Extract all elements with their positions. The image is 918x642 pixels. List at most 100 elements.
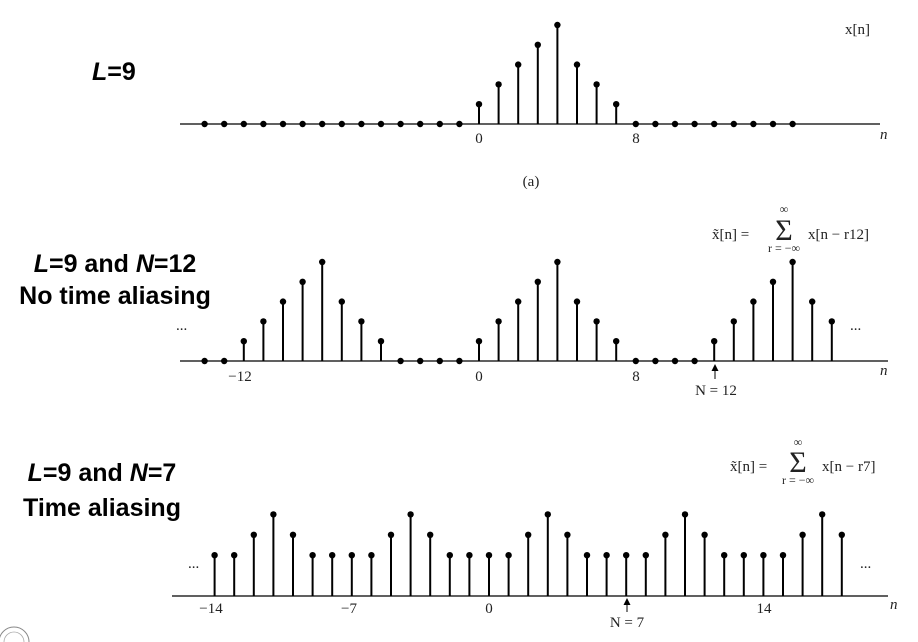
stem-marker — [456, 357, 463, 365]
stem-marker — [642, 552, 649, 559]
stem-marker — [475, 338, 483, 345]
stem-marker — [632, 357, 639, 365]
stem-marker — [819, 511, 826, 518]
stem-marker — [769, 120, 777, 128]
panel-c-formula-term: x[n − r7] — [822, 459, 875, 475]
stem-marker — [711, 120, 718, 128]
stem-marker — [603, 552, 610, 559]
panel-c-stems — [211, 511, 845, 596]
stem-marker — [475, 101, 483, 108]
stem-marker — [240, 120, 247, 128]
stem-marker — [554, 258, 561, 266]
stem-marker — [671, 357, 679, 365]
stem-marker — [691, 120, 698, 128]
panel-b: L=9 and N=12 No time aliasing ... ... −1… — [19, 202, 888, 399]
panel-c-formula-lhs: x̃[n] = — [730, 459, 767, 475]
stem-marker — [466, 552, 473, 559]
stem-marker — [525, 531, 532, 538]
panel-c-period-marker: N = 7 — [610, 598, 645, 631]
panel-a: L=9 0 8 n x[n] (a) — [92, 21, 888, 190]
stem-marker — [456, 120, 463, 128]
stem-marker — [407, 511, 414, 518]
panel-c: L=9 and N=7 Time aliasing ... ... −14 −7… — [23, 435, 897, 631]
stem-marker — [593, 318, 600, 325]
panel-c-period-arrow-head — [623, 598, 631, 605]
panel-c-ellipsis-left: ... — [188, 556, 199, 572]
stem-marker — [721, 552, 728, 559]
panel-b-tick-minus12: −12 — [228, 369, 251, 385]
stem-marker — [231, 552, 238, 559]
panel-a-stems — [201, 21, 796, 128]
panel-c-tick-minus14: −14 — [199, 601, 223, 617]
stem-marker — [436, 357, 443, 365]
panel-c-tick-minus7: −7 — [341, 601, 357, 617]
stem-marker — [387, 531, 395, 538]
stem-marker — [711, 338, 718, 345]
stem-marker — [554, 21, 561, 29]
stem-marker — [260, 120, 267, 128]
stem-marker — [573, 61, 581, 68]
panel-c-formula: x̃[n] = ∞ Σ r = −∞ x[n − r7] — [730, 435, 875, 487]
panel-b-period-marker: N = 12 — [695, 364, 737, 399]
panel-b-sum-lower: r = −∞ — [768, 241, 800, 255]
panel-c-ellipsis-right: ... — [860, 556, 871, 572]
stem-marker — [740, 552, 747, 559]
stem-marker — [397, 357, 404, 365]
stem-marker — [701, 531, 708, 538]
stem-marker — [691, 357, 698, 365]
panel-a-signal-label: x[n] — [845, 22, 870, 38]
stem-marker — [769, 278, 777, 285]
panel-c-label-line1: L=9 and N=7 — [28, 459, 177, 487]
stem-marker — [613, 101, 620, 108]
panel-b-formula: x̃[n] = ∞ Σ r = −∞ x[n − r12] — [712, 202, 869, 255]
university-seal-logo — [0, 626, 30, 642]
panel-c-sum-upper: ∞ — [794, 435, 803, 449]
stem-marker — [211, 552, 218, 559]
panel-c-tick-0: 0 — [485, 601, 493, 617]
panel-b-sum-upper: ∞ — [780, 202, 789, 216]
stem-marker — [221, 357, 228, 365]
stem-marker — [534, 41, 541, 48]
panel-b-label-line2: No time aliasing — [19, 282, 211, 310]
stem-marker — [289, 531, 297, 538]
stem-marker — [838, 531, 845, 538]
stem-marker — [348, 552, 355, 559]
stem-marker — [534, 278, 541, 285]
panel-c-sum-symbol: Σ — [789, 446, 806, 479]
stem-marker — [377, 338, 385, 345]
stem-marker — [750, 120, 757, 128]
stem-marker — [544, 511, 551, 518]
stem-marker — [730, 318, 737, 325]
panel-a-caption: (a) — [523, 174, 540, 190]
panel-a-tick-0: 0 — [475, 131, 483, 147]
stem-marker — [260, 318, 267, 325]
stem-marker — [485, 552, 493, 559]
stem-marker — [377, 120, 385, 128]
stem-marker — [623, 552, 630, 559]
panel-b-ellipsis-left: ... — [176, 318, 187, 334]
stem-marker — [760, 552, 767, 559]
stem-marker — [279, 120, 287, 128]
panel-b-sum-symbol: Σ — [775, 214, 792, 247]
stem-marker — [201, 120, 208, 128]
stem-marker — [329, 552, 336, 559]
stem-marker — [338, 120, 345, 128]
stem-marker — [730, 120, 737, 128]
stem-marker — [417, 120, 424, 128]
stem-marker — [319, 120, 326, 128]
stem-marker — [632, 120, 639, 128]
stem-marker — [564, 531, 571, 538]
stem-marker — [299, 278, 306, 285]
stem-marker — [495, 318, 502, 325]
stem-marker — [446, 552, 453, 559]
stem-marker — [221, 120, 228, 128]
stem-marker — [671, 120, 679, 128]
stem-marker — [613, 338, 620, 345]
stem-marker — [681, 511, 689, 518]
panel-c-tick-14: 14 — [757, 601, 773, 617]
panel-b-formula-term: x[n − r12] — [808, 227, 869, 243]
stem-marker — [789, 258, 796, 266]
stem-marker — [652, 357, 659, 365]
stem-marker — [573, 298, 581, 305]
